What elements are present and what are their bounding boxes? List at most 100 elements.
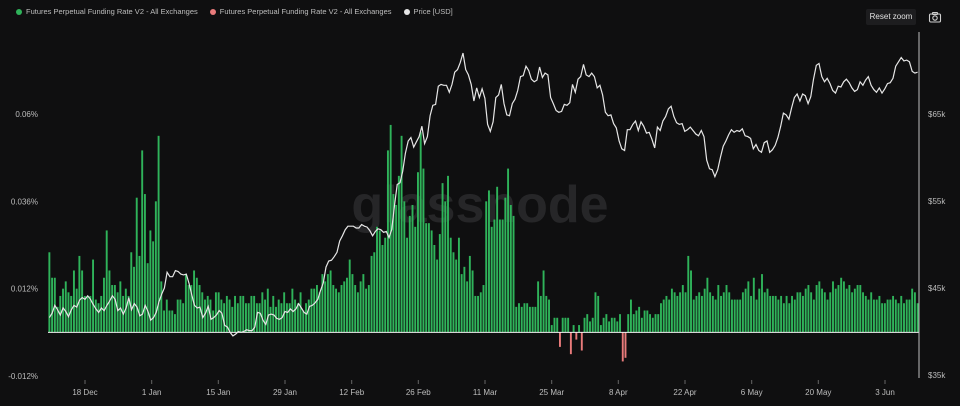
funding-bar [348,259,351,333]
funding-bar [733,299,736,333]
funding-bar [700,295,703,333]
funding-bar [744,288,747,333]
funding-bar [457,237,460,333]
legend-item-price[interactable]: Price [USD] [403,7,453,16]
funding-bar [335,288,338,333]
legend-item-funding-negative[interactable]: Futures Perpetual Funding Rate V2 - All … [209,7,392,16]
funding-bar [845,288,848,333]
funding-bar [321,274,324,333]
funding-bar [905,299,908,333]
funding-bar [619,314,621,333]
x-tick-label: 8 Apr [609,388,628,397]
funding-bar [875,299,878,333]
y-right-axis: $35k $45k $55k $65k [928,110,946,380]
funding-bar [646,310,649,333]
funding-bar [247,303,250,333]
funding-bar [807,285,810,333]
funding-bar [684,292,687,333]
funding-bar [354,285,357,333]
x-tick-label: 29 Jan [273,388,297,397]
funding-bar [526,303,529,333]
x-tick-label: 25 Mar [539,388,564,397]
funding-bar [340,285,343,333]
funding-bar [449,237,452,333]
funding-bar [550,325,553,333]
funding-bar [138,255,141,333]
funding-bar [594,292,597,333]
funding-bar [67,292,70,333]
price-line [48,52,918,337]
funding-bar [823,292,826,333]
funding-bar [599,325,602,333]
funding-bar [752,277,755,333]
funding-bar [507,168,510,333]
funding-bar [225,295,228,333]
funding-bar [168,310,171,333]
funding-bar [239,295,242,333]
funding-bar [466,281,469,333]
funding-bar [403,201,406,333]
funding-bar [722,292,725,333]
funding-bar [160,281,163,333]
funding-bar [771,295,774,333]
funding-bar [829,292,832,333]
funding-bar [728,292,731,333]
funding-bar [755,299,758,333]
y-left-tick-label: 0.06% [15,110,38,119]
funding-bar [141,150,144,333]
funding-bar [337,292,340,333]
funding-bar [389,124,392,333]
funding-bar [815,285,818,333]
y-right-tick-label: $55k [928,197,946,206]
funding-bar [580,332,583,351]
funding-bar [853,288,856,333]
funding-bar [692,299,695,333]
funding-bar [425,223,428,333]
funding-bar [406,237,408,333]
funding-bar [460,274,463,333]
funding-bar [430,230,433,333]
funding-bar [597,295,600,333]
funding-bar [111,285,114,333]
funding-bar [78,255,81,333]
funding-bar [802,295,804,333]
x-tick-label: 11 Mar [473,388,498,397]
funding-bar [591,317,594,333]
reset-zoom-button[interactable]: Reset zoom [866,9,916,25]
funding-bar [894,299,897,333]
funding-bar [62,288,64,333]
x-axis: 18 Dec 1 Jan 15 Jan 29 Jan 12 Feb 26 Feb 11 Ma… [72,380,895,397]
funding-bar [463,266,466,333]
funding-bar [165,299,168,333]
funding-bar [264,299,267,333]
funding-bar [651,317,654,333]
funding-bar [253,295,256,333]
funding-bar [176,299,179,333]
y-left-tick-label: 0.036% [11,197,38,206]
funding-bar [367,285,370,333]
funding-bar [152,241,155,333]
funding-bar [782,303,785,333]
camera-icon[interactable] [928,10,942,24]
funding-bar [397,175,400,333]
funding-bar [851,292,854,333]
funding-bar [386,150,389,333]
funding-bar [400,135,403,333]
funding-bar [867,299,870,333]
funding-bar [711,295,714,333]
funding-bar [417,172,419,333]
funding-bar [520,306,523,333]
funding-bar [277,299,280,333]
funding-bar [731,299,733,333]
funding-bar [315,285,318,333]
funding-bar [245,303,247,333]
funding-bar [660,303,662,333]
funding-bar [48,252,51,333]
funding-bar [605,314,608,333]
legend-item-funding-positive[interactable]: Futures Perpetual Funding Rate V2 - All … [16,7,198,16]
funding-bar [545,295,548,333]
y-right-tick-label: $35k [928,371,946,380]
funding-bar [720,295,722,333]
funding-bar [717,285,720,333]
funding-bar [83,295,86,333]
